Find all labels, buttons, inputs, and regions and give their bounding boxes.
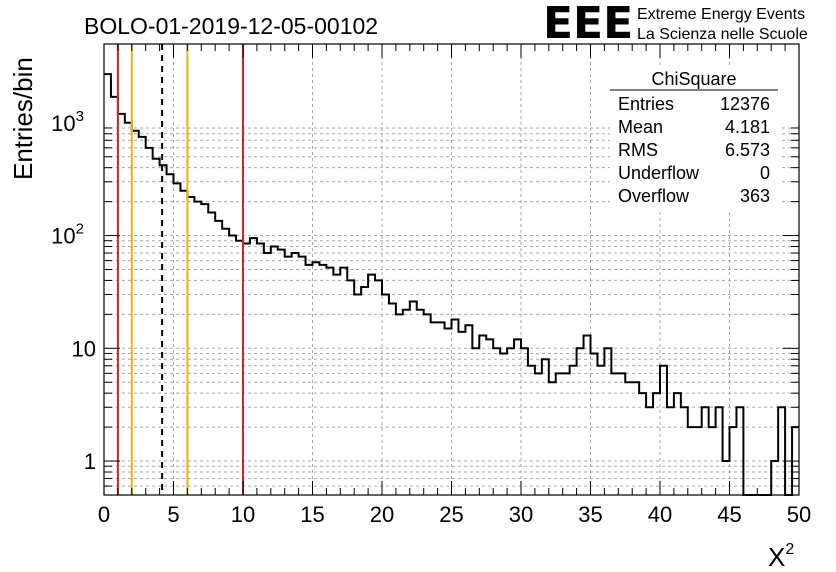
stats-rows: Entries 12376 Mean 4.181 RMS 6.573 Underflow 0 O… [618,94,770,206]
y-tick-label-exponent: 3 [76,108,84,125]
x-tick-labels: 0 5 10 15 20 25 30 35 40 45 50 [98,502,811,527]
x-axis-title: X2 [768,541,794,572]
x-axis-title-superscript: 2 [785,541,794,558]
logo: EEE Extreme Energy Events La Scienza nel… [543,0,808,49]
stats-label: Mean [618,117,663,137]
stats-value: 363 [740,186,770,206]
x-axis-title-base: X [768,542,785,572]
stats-value: 0 [760,163,770,183]
y-tick-label-base: 1 [84,449,96,474]
stats-label: Entries [618,94,674,114]
x-tick-label: 10 [231,502,255,527]
stats-title: ChiSquare [651,69,736,89]
x-tick-label: 0 [98,502,110,527]
y-tick-label-base: 10 [51,111,75,136]
y-tick-label-base: 10 [51,224,75,249]
stats-label: RMS [618,140,658,160]
x-tick-label: 45 [717,502,741,527]
y-tick-label: 102 [51,221,84,249]
x-tick-label: 35 [578,502,602,527]
logo-line1: Extreme Energy Events [637,6,805,23]
y-tick-label: 103 [51,108,84,136]
y-tick-label-exponent: 2 [76,221,84,238]
stats-label: Overflow [618,186,690,206]
logo-letters: EEE [543,0,633,49]
x-tick-label: 30 [509,502,533,527]
marker-lines [116,44,244,495]
x-tick-label: 5 [167,502,179,527]
x-tick-label: 50 [787,502,811,527]
histogram-bins [104,73,799,496]
x-tick-label: 40 [648,502,672,527]
stats-value: 12376 [720,94,770,114]
y-axis-title: Entries/bin [8,57,38,180]
stats-label: Underflow [618,163,700,183]
chart-title: BOLO-01-2019-12-05-00102 [84,13,378,39]
x-tick-label: 15 [300,502,324,527]
y-tick-label: 1 [84,449,96,474]
stats-value: 4.181 [725,117,770,137]
x-tick-label: 25 [439,502,463,527]
y-tick-label: 10 [72,336,96,361]
y-tick-label-base: 10 [72,336,96,361]
logo-line2: La Scienza nelle Scuole [637,26,808,43]
axis-ticks [103,44,800,496]
histogram-outline [104,73,799,496]
stats-box: ChiSquare Entries 12376 Mean 4.181 RMS 6.573 U… [610,66,782,209]
stats-value: 6.573 [725,140,770,160]
grid [104,44,799,496]
x-tick-label: 20 [370,502,394,527]
